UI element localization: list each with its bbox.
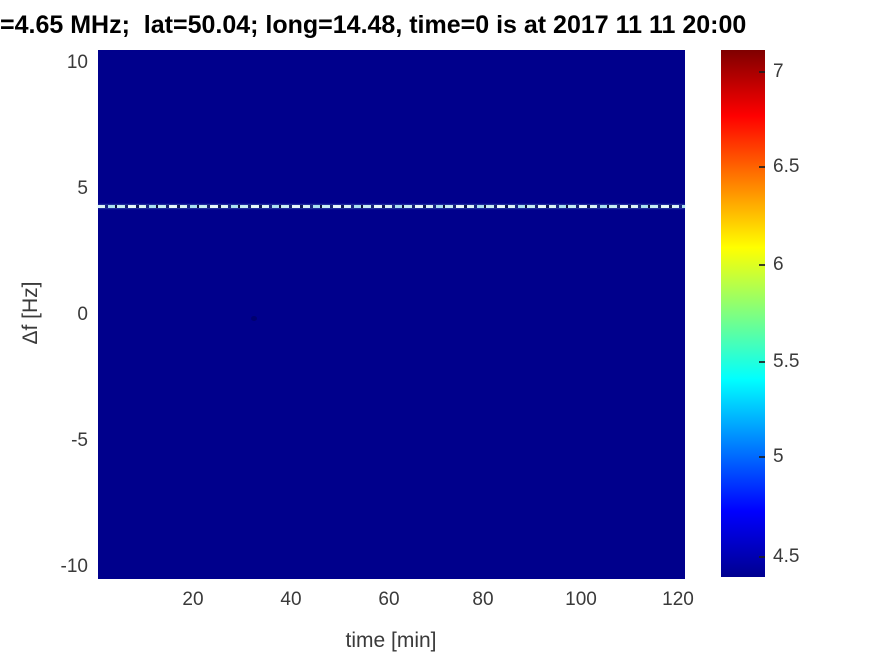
spectral-line bbox=[98, 205, 685, 208]
heatmap-plot-area bbox=[98, 50, 685, 579]
x-tick-label: 100 bbox=[565, 589, 597, 610]
y-tick-label: 0 bbox=[77, 304, 88, 325]
colorbar-tick-label: 6 bbox=[773, 254, 784, 275]
colorbar-tick-label: 4.5 bbox=[773, 546, 800, 567]
y-tick-label: -5 bbox=[71, 430, 88, 451]
y-axis-label: Δf [Hz] bbox=[19, 281, 42, 345]
x-tick-label: 20 bbox=[182, 589, 204, 610]
colorbar-tick-mark bbox=[759, 166, 765, 168]
y-tick-label: -10 bbox=[60, 556, 88, 577]
colorbar-tick-mark bbox=[759, 264, 765, 266]
colorbar-tick-mark bbox=[759, 456, 765, 458]
colorbar-tick-mark bbox=[759, 71, 765, 73]
colorbar-tick-mark bbox=[759, 361, 765, 363]
y-tick-label: 5 bbox=[77, 178, 88, 199]
colorbar bbox=[721, 50, 765, 577]
colorbar-tick-mark bbox=[759, 556, 765, 558]
colorbar-tick-label: 5.5 bbox=[773, 351, 800, 372]
x-axis-label: time [min] bbox=[345, 629, 437, 652]
x-tick-label: 40 bbox=[280, 589, 302, 610]
colorbar-tick-label: 6.5 bbox=[773, 156, 800, 177]
colorbar-tick-label: 7 bbox=[773, 61, 784, 82]
x-tick-label: 120 bbox=[662, 589, 694, 610]
x-tick-label: 80 bbox=[472, 589, 494, 610]
y-tick-label: 10 bbox=[66, 52, 88, 73]
plot-title: =4.65 MHz; lat=50.04; long=14.48, time=0… bbox=[0, 11, 747, 39]
faint-artifact-dot bbox=[251, 316, 257, 321]
x-tick-label: 60 bbox=[378, 589, 400, 610]
colorbar-tick-label: 5 bbox=[773, 446, 784, 467]
